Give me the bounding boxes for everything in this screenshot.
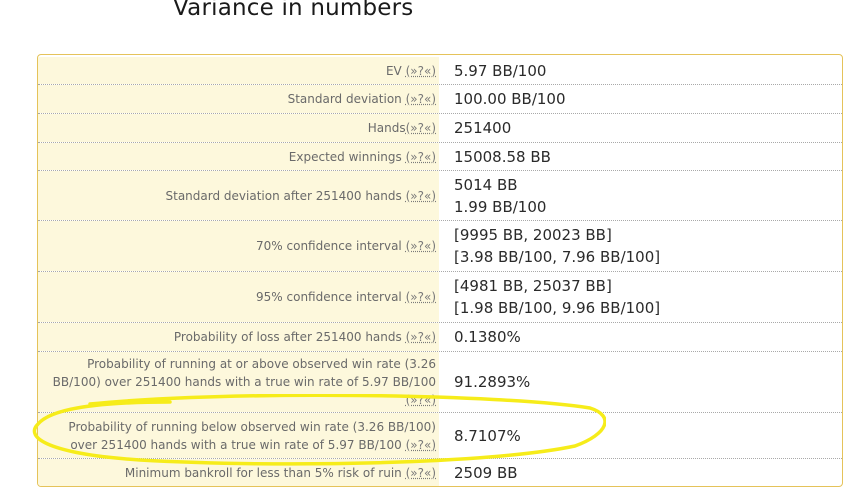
table-row: Probability of running below observed wi… [38,413,842,459]
help-link[interactable]: (»?«) [405,437,436,452]
row-label: Standard deviation (»?«) [38,85,439,113]
label-text: Standard deviation after 251400 hands [165,188,406,203]
value-line: 2509 BB [454,463,518,482]
help-link[interactable]: (»?«) [405,63,436,78]
value-line: [9995 BB, 20023 BB] [454,226,612,244]
value-line: 15008.58 BB [454,147,551,166]
row-label: 70% confidence interval (»?«) [38,221,439,271]
label-text: 95% confidence interval [256,290,406,304]
table-row: EV (»?«) 5.97 BB/100 [38,57,842,85]
value-line: 5014 BB [454,175,518,194]
label-text: Standard deviation [287,92,406,106]
row-label: EV (»?«) [38,57,439,84]
value-line: 5.97 BB/100 [454,61,547,80]
value-line: 1.99 BB/100 [454,197,547,216]
help-link[interactable]: (»?«) [405,149,436,164]
table-row: Probability of running at or above obser… [38,352,842,413]
row-value: 0.1380% [439,323,842,351]
value-line: 251400 [454,119,512,137]
table-row: Standard deviation after 251400 hands (»… [38,171,842,221]
help-link[interactable]: (»?«) [405,188,436,203]
table-row: 95% confidence interval (»?«) [4981 BB, … [38,272,842,323]
label-text: Minimum bankroll for less than 5% risk o… [124,465,406,480]
row-value: 8.7107% [439,413,842,458]
row-label: Probability of running at or above obser… [38,352,439,412]
help-link[interactable]: (»?«) [405,239,436,253]
label-text: Hands [367,121,406,135]
row-value: 100.00 BB/100 [439,85,842,113]
help-link[interactable]: (»?«) [405,393,436,407]
row-value: 15008.58 BB [439,143,842,170]
table-row: Probability of loss after 251400 hands (… [38,323,842,352]
value-line: 0.1380% [454,328,521,346]
label-text: Probability of running at or above obser… [52,357,436,389]
table-row: Standard deviation (»?«) 100.00 BB/100 [38,85,842,114]
value-line: [3.98 BB/100, 7.96 BB/100] [454,248,661,266]
row-label: Probability of running below observed wi… [38,413,439,458]
help-link[interactable]: (»?«) [405,465,436,480]
label-text: Expected winnings [288,149,406,164]
row-value: [9995 BB, 20023 BB] [3.98 BB/100, 7.96 B… [439,221,842,271]
variance-table: EV (»?«) 5.97 BB/100 Standard deviation … [37,54,843,487]
help-link[interactable]: (»?«) [405,92,436,106]
label-text: EV [385,63,406,78]
value-line: 100.00 BB/100 [454,90,566,108]
value-line: [1.98 BB/100, 9.96 BB/100] [454,299,661,317]
label-text: Probability of loss after 251400 hands [173,330,406,344]
value-line: 91.2893% [454,373,531,391]
row-value: 91.2893% [439,352,842,412]
row-value: 5.97 BB/100 [439,57,842,84]
page-title: Variance in numbers [173,0,414,21]
row-label: Minimum bankroll for less than 5% risk o… [38,459,439,486]
help-link[interactable]: (»?«) [405,290,436,304]
label-text: 70% confidence interval [256,239,406,253]
row-label: Expected winnings (»?«) [38,143,439,170]
row-label: Hands(»?«) [38,114,439,142]
row-value: 2509 BB [439,459,842,486]
value-line: 8.7107% [454,426,521,445]
row-label: 95% confidence interval (»?«) [38,272,439,322]
row-label: Probability of loss after 251400 hands (… [38,323,439,351]
label-text: Probability of running below observed wi… [68,419,436,452]
row-label: Standard deviation after 251400 hands (»… [38,171,439,220]
table-row: Expected winnings (»?«) 15008.58 BB [38,143,842,171]
table-row: Minimum bankroll for less than 5% risk o… [38,459,842,486]
table-row: Hands(»?«) 251400 [38,114,842,143]
row-value: 251400 [439,114,842,142]
help-link[interactable]: (»?«) [405,330,436,344]
table-row: 70% confidence interval (»?«) [9995 BB, … [38,221,842,272]
row-value: [4981 BB, 25037 BB] [1.98 BB/100, 9.96 B… [439,272,842,322]
row-value: 5014 BB 1.99 BB/100 [439,171,842,220]
value-line: [4981 BB, 25037 BB] [454,277,612,295]
help-link[interactable]: (»?«) [405,121,436,135]
